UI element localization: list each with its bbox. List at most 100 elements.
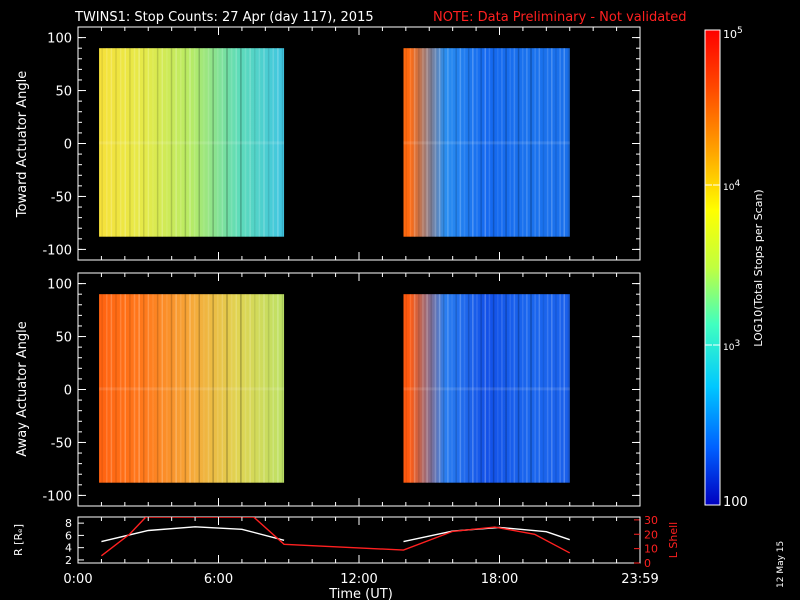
data-streak [198,48,201,237]
data-streak [434,48,437,237]
data-streak [244,294,247,483]
time-axis-label: Time (UT) [328,587,393,600]
date-stamp: 12 May 15 [776,541,786,588]
lshell-ylabel: L Shell [667,522,680,558]
data-streak [212,294,214,483]
data-streak [567,48,570,237]
data-streak [175,294,177,483]
data-streak [143,48,145,237]
y-tick-label: 50 [55,331,72,346]
data-streak [133,48,136,237]
data-streak [217,48,219,237]
lshell-tick-label: 30 [644,514,658,527]
data-streak [563,48,566,237]
data-streak [480,294,482,483]
data-streak [505,48,507,237]
data-streak [480,48,482,237]
data-streak [447,294,449,483]
data-block [403,48,570,237]
data-streak [492,294,495,483]
data-streak [180,294,182,483]
data-block [99,48,285,237]
data-streak [463,294,466,483]
data-streak [509,48,511,237]
data-streak [526,48,528,237]
data-streak [559,48,561,237]
data-streak [249,294,251,483]
data-streak [488,48,491,237]
zero-band [403,141,570,145]
data-streak [488,294,491,483]
zero-band [99,387,285,391]
data-streak [110,48,113,237]
data-streak [203,48,205,237]
data-streak [184,48,187,237]
data-streak [409,48,412,237]
data-streak [129,294,131,483]
data-streak [156,294,159,483]
data-streak [501,294,503,483]
data-streak [106,48,108,237]
data-streak [230,294,233,483]
data-streak [110,294,113,483]
data-streak [138,48,140,237]
y-tick-label: -50 [51,190,72,205]
data-streak [212,48,214,237]
y-tick-label: 100 [47,278,72,293]
data-streak [124,294,127,483]
r-tick-label: 6 [65,529,72,542]
data-streak [426,294,428,483]
data-streak [138,294,140,483]
colorbar-ticks [705,184,720,346]
data-streak [413,48,416,237]
data-streak [551,294,553,483]
data-streak [175,48,177,237]
data-streak [170,48,173,237]
data-streak [156,48,159,237]
colorbar-bottom-label: 100 [723,495,748,510]
data-streak [459,48,462,237]
data-streak [115,294,117,483]
data-streak [147,294,150,483]
data-streak [455,294,457,483]
data-streak [193,48,196,237]
data-streak [133,294,136,483]
data-streak [152,294,154,483]
data-streak [258,294,261,483]
data-streak [442,294,445,483]
data-streak [226,294,228,483]
data-streak [422,48,424,237]
data-streak [101,48,103,237]
data-streak [198,294,201,483]
data-streak [438,294,441,483]
data-streak [193,294,196,483]
colorbar-low-label: 103 [723,339,740,353]
data-streak [258,48,261,237]
data-streak [281,48,284,237]
colorbar-label: LOG10(Total Stops per Scan) [752,189,765,346]
lshell-line [100,517,571,557]
data-streak [438,48,441,237]
data-streak [530,294,532,483]
data-streak [530,48,532,237]
data-streak [559,294,561,483]
data-streak [277,294,279,483]
zero-band [403,387,570,391]
data-streak [235,48,238,237]
colorbar [704,29,721,506]
data-streak [567,294,570,483]
data-streak [161,48,164,237]
r-tick-label: 2 [65,554,72,567]
data-streak [189,294,191,483]
y-tick-label: 0 [64,138,72,153]
data-block [99,294,285,483]
data-streak [272,294,275,483]
data-streak [189,48,191,237]
data-streak [119,294,122,483]
radius-ylabel: R [Rₑ] [12,524,25,556]
data-streak [281,294,284,483]
data-streak [418,294,420,483]
data-streak [143,294,145,483]
